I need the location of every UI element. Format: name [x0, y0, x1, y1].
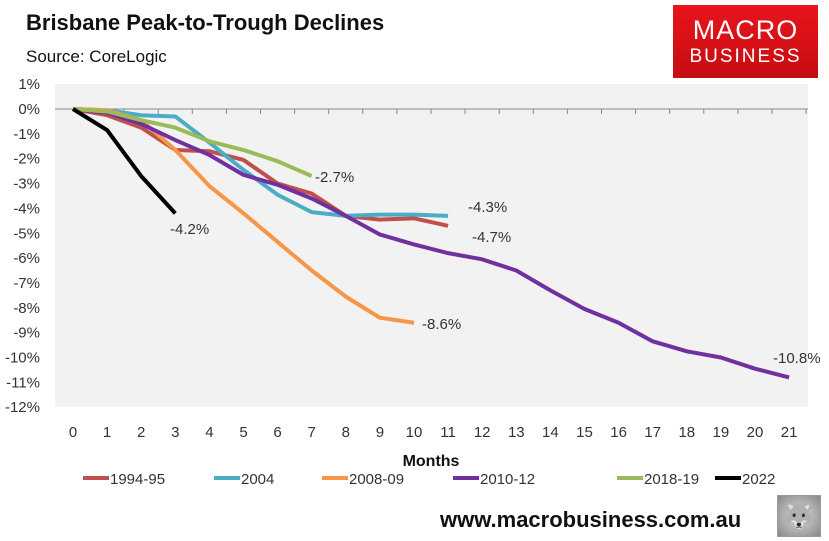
- x-tick-label: 17: [644, 424, 661, 441]
- plot-area: [55, 84, 808, 407]
- y-tick-label: -10%: [5, 350, 40, 367]
- website-link[interactable]: www.macrobusiness.com.au: [440, 507, 742, 532]
- legend-label-1994-95: 1994-95: [110, 471, 165, 488]
- y-tick-label: -12%: [5, 399, 40, 416]
- x-tick-label: 18: [678, 424, 695, 441]
- y-tick-label: -9%: [13, 325, 40, 342]
- x-tick-label: 3: [171, 424, 179, 441]
- macrobusiness-logo: MACRO BUSINESS: [673, 5, 818, 78]
- x-tick-label: 9: [376, 424, 384, 441]
- x-tick-label: 19: [713, 424, 730, 441]
- data-label-1994-95: -4.7%: [472, 229, 511, 246]
- x-tick-label: 5: [239, 424, 247, 441]
- legend-label-2008-09: 2008-09: [349, 471, 404, 488]
- x-tick-label: 12: [474, 424, 491, 441]
- x-tick-label: 4: [205, 424, 213, 441]
- logo-line2: BUSINESS: [689, 46, 802, 67]
- series-line-1994-95: [72, 107, 449, 228]
- x-tick-label: 14: [542, 424, 559, 441]
- y-tick-label: -2%: [13, 151, 40, 168]
- y-tick-label: -8%: [13, 300, 40, 317]
- x-tick-label: 16: [610, 424, 627, 441]
- y-tick-label: 1%: [18, 76, 40, 93]
- x-axis-label: Months: [403, 453, 460, 470]
- logo-line1: MACRO: [692, 15, 799, 45]
- y-tick-label: -5%: [13, 225, 40, 242]
- y-tick-label: -11%: [6, 374, 40, 391]
- legend-label-2004: 2004: [241, 471, 274, 488]
- x-tick-label: 7: [308, 424, 316, 441]
- data-label-2008-09: -8.6%: [422, 316, 461, 333]
- x-tick-label: 13: [508, 424, 525, 441]
- legend-label-2018-19: 2018-19: [644, 471, 699, 488]
- data-label-2022: -4.2%: [170, 221, 209, 238]
- y-tick-label: -1%: [13, 126, 40, 143]
- legend-label-2022: 2022: [742, 471, 775, 488]
- data-label-2010-12: -10.8%: [773, 350, 821, 367]
- chart-title: Brisbane Peak-to-Trough Declines: [26, 10, 385, 35]
- x-tick-label: 15: [576, 424, 593, 441]
- data-label-2004: -4.3%: [468, 199, 507, 216]
- chart-source: Source: CoreLogic: [26, 47, 167, 66]
- x-tick-label: 21: [781, 424, 798, 441]
- y-tick-label: -7%: [13, 275, 40, 292]
- wolf-logo-icon: 🐺: [777, 495, 821, 537]
- x-tick-label: 6: [273, 424, 281, 441]
- x-tick-label: 20: [747, 424, 764, 441]
- series-line-2010-12: [72, 107, 790, 380]
- x-tick-label: 8: [342, 424, 350, 441]
- y-tick-label: 0%: [18, 101, 40, 118]
- x-tick-label: 10: [406, 424, 423, 441]
- y-tick-label: -4%: [13, 200, 40, 217]
- x-tick-label: 2: [137, 424, 145, 441]
- legend-label-2010-12: 2010-12: [480, 471, 535, 488]
- x-tick-label: 0: [69, 424, 77, 441]
- y-tick-label: -3%: [13, 176, 40, 193]
- series-line-2022: [71, 107, 177, 215]
- x-tick-label: 11: [440, 424, 456, 441]
- x-tick-label: 1: [103, 424, 111, 441]
- series-line-2004: [72, 107, 449, 218]
- y-tick-label: -6%: [13, 250, 40, 267]
- series-line-2018-19: [72, 107, 313, 178]
- data-label-2018-19: -2.7%: [315, 169, 354, 186]
